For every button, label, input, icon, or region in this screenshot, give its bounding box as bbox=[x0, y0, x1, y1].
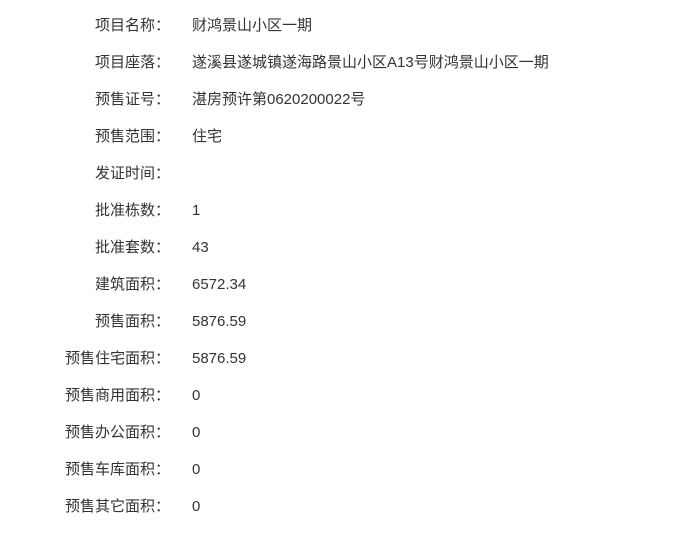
field-label-project-name: 项目名称： bbox=[0, 18, 170, 33]
field-label-issue-date: 发证时间： bbox=[0, 166, 170, 181]
field-value-project-name: 财鸿景山小区一期 bbox=[170, 18, 312, 33]
table-row: 预售住宅面积： 5876.59 bbox=[0, 351, 700, 366]
field-label-construction-area: 建筑面积： bbox=[0, 277, 170, 292]
field-value-presale-office-area: 0 bbox=[170, 425, 200, 440]
field-value-approved-buildings: 1 bbox=[170, 203, 200, 218]
table-row: 预售办公面积： 0 bbox=[0, 425, 700, 440]
field-label-presale-office-area: 预售办公面积： bbox=[0, 425, 170, 440]
field-value-presale-commercial-area: 0 bbox=[170, 388, 200, 403]
field-label-presale-scope: 预售范围： bbox=[0, 129, 170, 144]
field-label-approved-units: 批准套数： bbox=[0, 240, 170, 255]
property-detail-list: 项目名称： 财鸿景山小区一期 项目座落： 遂溪县遂城镇遂海路景山小区A13号财鸿… bbox=[0, 0, 700, 514]
field-value-project-location: 遂溪县遂城镇遂海路景山小区A13号财鸿景山小区一期 bbox=[170, 55, 549, 70]
field-label-approved-buildings: 批准栋数： bbox=[0, 203, 170, 218]
table-row: 预售车库面积： 0 bbox=[0, 462, 700, 477]
field-value-presale-other-area: 0 bbox=[170, 499, 200, 514]
field-value-presale-area: 5876.59 bbox=[170, 314, 246, 329]
table-row: 发证时间： bbox=[0, 166, 700, 181]
table-row: 项目名称： 财鸿景山小区一期 bbox=[0, 18, 700, 33]
field-label-presale-other-area: 预售其它面积： bbox=[0, 499, 170, 514]
table-row: 预售面积： 5876.59 bbox=[0, 314, 700, 329]
table-row: 批准套数： 43 bbox=[0, 240, 700, 255]
field-label-presale-parking-area: 预售车库面积： bbox=[0, 462, 170, 477]
table-row: 预售商用面积： 0 bbox=[0, 388, 700, 403]
field-label-presale-commercial-area: 预售商用面积： bbox=[0, 388, 170, 403]
table-row: 预售证号： 湛房预许第0620200022号 bbox=[0, 92, 700, 107]
field-value-construction-area: 6572.34 bbox=[170, 277, 246, 292]
field-value-presale-cert-no: 湛房预许第0620200022号 bbox=[170, 92, 365, 107]
field-label-presale-cert-no: 预售证号： bbox=[0, 92, 170, 107]
table-row: 预售范围： 住宅 bbox=[0, 129, 700, 144]
table-row: 批准栋数： 1 bbox=[0, 203, 700, 218]
table-row: 预售其它面积： 0 bbox=[0, 499, 700, 514]
field-value-approved-units: 43 bbox=[170, 240, 209, 255]
table-row: 项目座落： 遂溪县遂城镇遂海路景山小区A13号财鸿景山小区一期 bbox=[0, 55, 700, 70]
table-row: 建筑面积： 6572.34 bbox=[0, 277, 700, 292]
field-label-project-location: 项目座落： bbox=[0, 55, 170, 70]
field-label-presale-area: 预售面积： bbox=[0, 314, 170, 329]
field-label-presale-residential-area: 预售住宅面积： bbox=[0, 351, 170, 366]
field-value-presale-residential-area: 5876.59 bbox=[170, 351, 246, 366]
field-value-presale-scope: 住宅 bbox=[170, 129, 222, 144]
field-value-presale-parking-area: 0 bbox=[170, 462, 200, 477]
